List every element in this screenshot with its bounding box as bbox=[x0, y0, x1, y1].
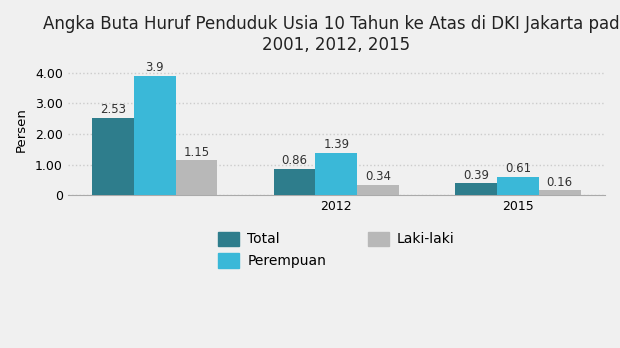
Text: 2.53: 2.53 bbox=[100, 103, 126, 116]
Bar bbox=[134, 76, 175, 195]
Bar bbox=[539, 190, 580, 195]
Legend: Total, Perempuan, Laki-laki: Total, Perempuan, Laki-laki bbox=[213, 226, 460, 274]
Bar bbox=[273, 169, 316, 195]
Text: 0.61: 0.61 bbox=[505, 162, 531, 175]
Bar bbox=[357, 185, 399, 195]
Bar bbox=[316, 153, 357, 195]
Bar bbox=[92, 118, 134, 195]
Bar bbox=[497, 177, 539, 195]
Title: Angka Buta Huruf Penduduk Usia 10 Tahun ke Atas di DKI Jakarta pada
2001, 2012, : Angka Buta Huruf Penduduk Usia 10 Tahun … bbox=[43, 15, 620, 54]
Text: 1.39: 1.39 bbox=[323, 138, 350, 151]
Text: 0.86: 0.86 bbox=[281, 155, 308, 167]
Text: 1.15: 1.15 bbox=[184, 145, 210, 159]
Y-axis label: Persen: Persen bbox=[15, 107, 28, 152]
Bar bbox=[455, 183, 497, 195]
Text: 3.9: 3.9 bbox=[146, 61, 164, 74]
Text: 0.16: 0.16 bbox=[547, 176, 573, 189]
Text: 0.39: 0.39 bbox=[463, 169, 489, 182]
Text: 0.34: 0.34 bbox=[365, 171, 391, 183]
Bar bbox=[175, 160, 218, 195]
